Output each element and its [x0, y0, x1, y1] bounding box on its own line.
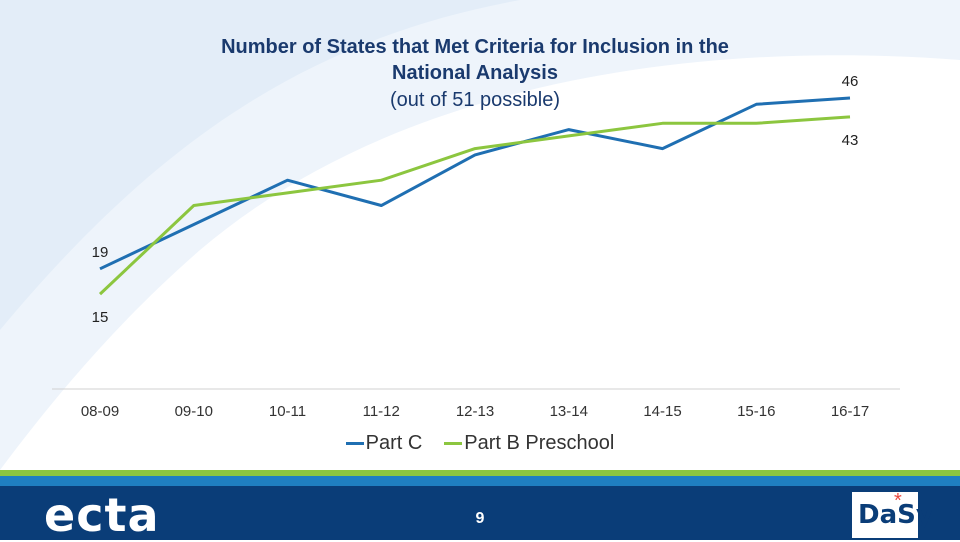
legend-swatch-part-c [345, 442, 364, 445]
series-line-part-b-preschool [98, 115, 851, 296]
x-tick-label: 11-12 [363, 403, 400, 420]
chart-subtitle: (out of 51 possible) [389, 89, 561, 111]
dasy-logo-mark: * [894, 490, 902, 512]
background-swoosh [0, 0, 960, 470]
legend-label-part-c: Part C [365, 432, 423, 454]
dasy-logo-text: DaSy [858, 500, 933, 530]
data-label: 46 [842, 73, 859, 90]
x-tick-label: 13-14 [550, 403, 588, 420]
x-tick-label: 10-11 [269, 403, 306, 420]
ecta-logo: ecta [44, 488, 160, 542]
series-layer [98, 96, 851, 296]
data-labels: 19 15 46 43 [92, 73, 859, 326]
legend-label-part-b-preschool: Part B Preschool [464, 432, 615, 454]
x-tick-label: 08-09 [81, 403, 119, 420]
footer-bar: ecta 9 DaSy * [0, 486, 960, 542]
dasy-logo: DaSy * [852, 490, 933, 538]
x-tick-label: 14-15 [643, 403, 681, 420]
x-tick-label: 12-13 [456, 403, 494, 420]
chart-title-line-1: Number of States that Met Criteria for I… [221, 36, 729, 58]
legend: Part C Part B Preschool [0, 432, 960, 455]
footer-stripe-blue [0, 476, 960, 486]
chart-title-line-2: National Analysis [392, 62, 558, 84]
legend-swatch-part-b-preschool [444, 442, 463, 445]
x-tick-labels: 08-09 09-10 10-11 11-12 12-13 13-14 14-15 15-16… [81, 403, 869, 420]
series-line-part-c [99, 96, 851, 271]
line-chart: 08-09 09-10 10-11 11-12 12-13 13-14 14-15 15-16… [52, 73, 900, 420]
footer-stripe-green [0, 470, 960, 476]
page-number: 9 [475, 510, 485, 527]
legend-item-part-c: Part C [345, 432, 423, 455]
x-tick-label: 15-16 [737, 403, 775, 420]
x-tick-label: 09-10 [175, 403, 213, 420]
chart-title: Number of States that Met Criteria for I… [0, 34, 950, 114]
data-label: 15 [92, 309, 109, 326]
data-label: 43 [842, 132, 859, 149]
legend-item-part-b-preschool: Part B Preschool [444, 432, 614, 455]
x-tick-label: 16-17 [831, 403, 869, 420]
data-label: 19 [92, 244, 109, 261]
